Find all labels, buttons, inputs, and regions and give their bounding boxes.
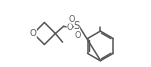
Text: O: O — [30, 29, 37, 38]
Text: O: O — [67, 23, 73, 32]
Text: O: O — [74, 31, 81, 40]
Text: O: O — [69, 15, 75, 24]
Text: S: S — [74, 21, 80, 31]
